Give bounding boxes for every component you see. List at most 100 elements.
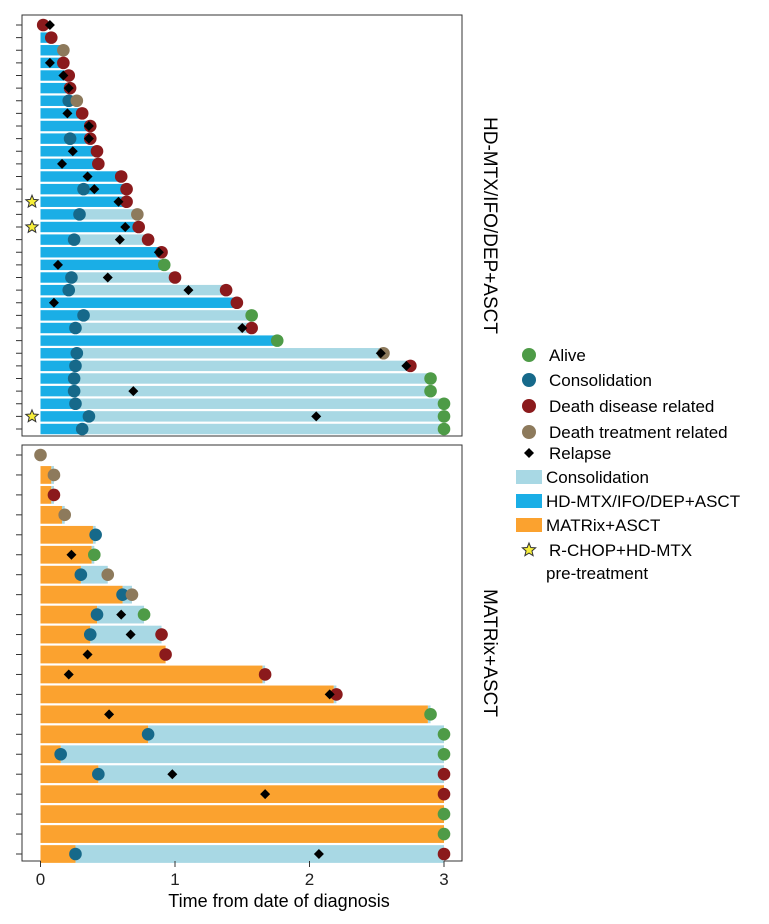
patient-row bbox=[16, 144, 104, 158]
treatment-bar bbox=[40, 398, 76, 409]
patient-row bbox=[16, 605, 151, 624]
outcome-marker bbox=[57, 56, 70, 70]
outcome-marker bbox=[437, 787, 451, 801]
treatment-bar bbox=[40, 171, 119, 182]
treatment-bar bbox=[40, 745, 61, 764]
relapse-marker bbox=[44, 57, 55, 68]
patient-row bbox=[16, 309, 258, 322]
treatment-bar bbox=[40, 247, 159, 258]
treatment-bar bbox=[40, 825, 444, 843]
legend-label: Death treatment related bbox=[549, 423, 728, 442]
patient-row bbox=[16, 258, 171, 272]
treatment-bar bbox=[40, 284, 69, 296]
treatment-bar bbox=[40, 705, 428, 724]
outcome-marker bbox=[120, 182, 133, 196]
patient-row bbox=[16, 825, 451, 843]
outcome-marker bbox=[155, 628, 168, 641]
treatment-bar bbox=[40, 221, 135, 233]
relapse-marker bbox=[52, 259, 63, 270]
outcome-marker bbox=[270, 334, 284, 347]
patient-row bbox=[16, 94, 84, 108]
treatment-bar bbox=[40, 645, 166, 664]
panels: HD-MTX/IFO/DEP+ASCT MATRix+ASCT bbox=[16, 14, 500, 863]
treatment-bar bbox=[40, 335, 275, 346]
consolidation-bar bbox=[74, 234, 149, 245]
consolidation-bar bbox=[74, 373, 431, 384]
x-tick-label: 0 bbox=[36, 870, 45, 889]
treatment-bar bbox=[40, 322, 76, 334]
x-tick-label: 3 bbox=[439, 870, 448, 889]
treatment-bar bbox=[40, 234, 75, 245]
patient-row bbox=[16, 132, 97, 145]
patient-row bbox=[16, 585, 139, 604]
consolidation-marker bbox=[67, 233, 81, 246]
relapse-marker bbox=[89, 184, 100, 195]
consolidation-marker bbox=[92, 767, 105, 781]
outcome-marker bbox=[70, 94, 84, 108]
treatment-bar bbox=[40, 272, 72, 283]
legend-label: Consolidation bbox=[546, 468, 649, 487]
legend-swatch-circle bbox=[522, 373, 536, 387]
relapse-marker bbox=[102, 272, 113, 283]
consolidation-bar bbox=[71, 272, 175, 283]
patient-row bbox=[16, 193, 133, 209]
consolidation-marker bbox=[69, 847, 82, 861]
patient-row bbox=[16, 685, 343, 704]
legend-swatch-bar bbox=[516, 494, 542, 508]
relapse-marker bbox=[120, 222, 131, 232]
outcome-marker bbox=[137, 608, 151, 621]
outcome-marker bbox=[114, 170, 128, 183]
legend-label: MATRix+ASCT bbox=[546, 516, 660, 535]
consolidation-marker bbox=[82, 410, 96, 423]
outcome-marker bbox=[424, 384, 437, 398]
relapse-marker bbox=[324, 689, 335, 700]
consolidation-marker bbox=[69, 321, 82, 335]
outcome-marker bbox=[34, 448, 47, 462]
patient-row bbox=[16, 525, 102, 544]
patient-row bbox=[16, 219, 145, 234]
treatment-bar bbox=[40, 385, 75, 397]
treatment-bar bbox=[40, 805, 444, 823]
patient-row bbox=[16, 56, 70, 70]
treatment-bar bbox=[40, 120, 88, 132]
relapse-marker bbox=[153, 247, 164, 258]
treatment-bar bbox=[40, 310, 84, 321]
relapse-marker bbox=[83, 121, 94, 131]
treatment-bar bbox=[40, 525, 93, 544]
consolidation-marker bbox=[90, 608, 104, 621]
outcome-marker bbox=[437, 728, 451, 741]
relapse-marker bbox=[82, 171, 93, 182]
treatment-bar bbox=[40, 685, 334, 704]
relapse-marker bbox=[66, 549, 77, 560]
treatment-bar bbox=[40, 95, 75, 106]
legend-label: Death disease related bbox=[549, 397, 714, 416]
patient-row bbox=[16, 384, 437, 398]
legend-item: HD-MTX/IFO/DEP+ASCT bbox=[516, 492, 740, 511]
legend: Alive Consolidation Death disease related D… bbox=[516, 346, 740, 583]
patient-row bbox=[16, 69, 76, 82]
legend-item: Death disease related bbox=[522, 397, 714, 416]
outcome-marker bbox=[62, 69, 76, 82]
consolidation-bar bbox=[88, 411, 445, 422]
legend-item: Consolidation bbox=[516, 468, 649, 487]
patient-row bbox=[16, 81, 77, 95]
consolidation-marker bbox=[62, 283, 76, 297]
consolidation-marker bbox=[74, 568, 88, 581]
outcome-marker bbox=[159, 648, 172, 661]
consolidation-marker bbox=[69, 359, 82, 373]
patient-row bbox=[16, 334, 284, 347]
treatment-bar bbox=[40, 565, 81, 584]
outcome-marker bbox=[437, 827, 451, 841]
treatment-bar bbox=[40, 785, 444, 804]
pretreatment-star bbox=[24, 193, 40, 209]
patient-row bbox=[16, 233, 155, 246]
patient-row bbox=[16, 845, 451, 863]
panel-1: HD-MTX/IFO/DEP+ASCT bbox=[16, 14, 500, 437]
patient-row bbox=[16, 448, 47, 462]
patient-row bbox=[16, 745, 451, 764]
relapse-marker bbox=[311, 411, 322, 422]
treatment-bar bbox=[40, 765, 99, 784]
consolidation-bar bbox=[74, 385, 431, 397]
panel-strip-label: MATRix+ASCT bbox=[479, 589, 500, 717]
relapse-marker bbox=[401, 360, 412, 371]
